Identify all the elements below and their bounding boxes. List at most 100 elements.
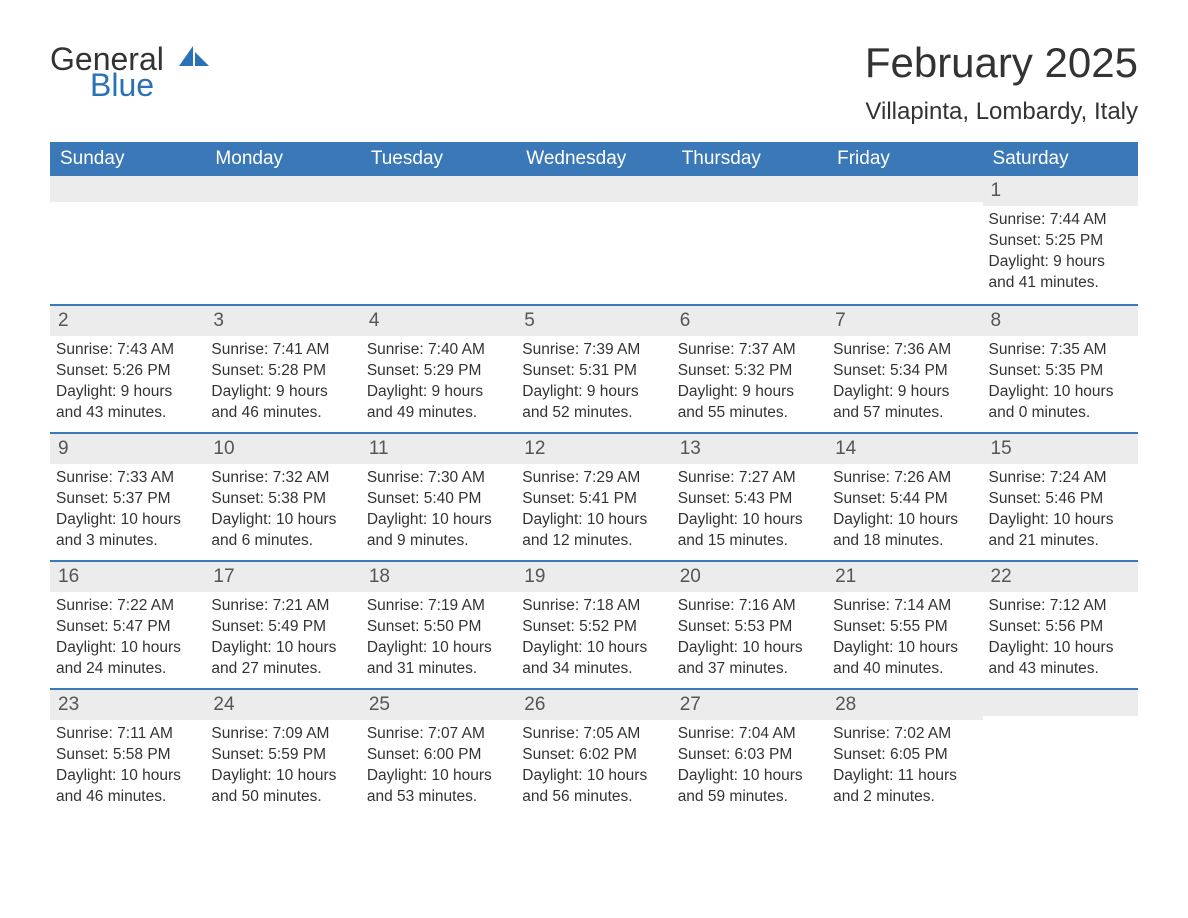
calendar-day-cell: 9Sunrise: 7:33 AMSunset: 5:37 PMDaylight… bbox=[50, 434, 205, 560]
day-number: 2 bbox=[50, 306, 205, 336]
calendar-day-cell: 5Sunrise: 7:39 AMSunset: 5:31 PMDaylight… bbox=[516, 306, 671, 432]
sunrise-text: Sunrise: 7:07 AM bbox=[367, 724, 510, 745]
sunset-text: Sunset: 5:56 PM bbox=[989, 617, 1132, 638]
calendar-day-cell: 19Sunrise: 7:18 AMSunset: 5:52 PMDayligh… bbox=[516, 562, 671, 688]
weekday-header: Wednesday bbox=[516, 142, 671, 176]
daylight-text: Daylight: 9 hours and 57 minutes. bbox=[833, 382, 976, 424]
sunset-text: Sunset: 6:03 PM bbox=[678, 745, 821, 766]
daylight-text: Daylight: 10 hours and 53 minutes. bbox=[367, 766, 510, 808]
calendar-day-cell: 12Sunrise: 7:29 AMSunset: 5:41 PMDayligh… bbox=[516, 434, 671, 560]
sunrise-text: Sunrise: 7:16 AM bbox=[678, 596, 821, 617]
daylight-text: Daylight: 10 hours and 59 minutes. bbox=[678, 766, 821, 808]
calendar-day-cell: 15Sunrise: 7:24 AMSunset: 5:46 PMDayligh… bbox=[983, 434, 1138, 560]
calendar-day-cell: 22 Sunrise: 7:12 AMSunset: 5:56 PMDayligh… bbox=[983, 562, 1138, 688]
daylight-text: Daylight: 9 hours and 49 minutes. bbox=[367, 382, 510, 424]
day-number: 12 bbox=[516, 434, 671, 464]
day-number: 1 bbox=[983, 176, 1138, 206]
daylight-text: Daylight: 10 hours and 37 minutes. bbox=[678, 638, 821, 680]
calendar-day-cell: 16Sunrise: 7:22 AMSunset: 5:47 PMDayligh… bbox=[50, 562, 205, 688]
sunrise-text: Sunrise: 7:19 AM bbox=[367, 596, 510, 617]
calendar-day-cell: 25Sunrise: 7:07 AMSunset: 6:00 PMDayligh… bbox=[361, 690, 516, 816]
daylight-text: Daylight: 10 hours and 50 minutes. bbox=[211, 766, 354, 808]
sunset-text: Sunset: 5:31 PM bbox=[522, 361, 665, 382]
sunset-text: Sunset: 6:05 PM bbox=[833, 745, 976, 766]
sunset-text: Sunset: 5:59 PM bbox=[211, 745, 354, 766]
daylight-text: Daylight: 10 hours and 24 minutes. bbox=[56, 638, 199, 680]
day-number: 8 bbox=[983, 306, 1138, 336]
sunset-text: Sunset: 5:43 PM bbox=[678, 489, 821, 510]
sunset-text: Sunset: 5:44 PM bbox=[833, 489, 976, 510]
sunrise-text: Sunrise: 7:40 AM bbox=[367, 340, 510, 361]
calendar-day-cell: 13Sunrise: 7:27 AMSunset: 5:43 PMDayligh… bbox=[672, 434, 827, 560]
sunrise-text: Sunrise: 7:41 AM bbox=[211, 340, 354, 361]
title-block: February 2025 Villapinta, Lombardy, Ital… bbox=[865, 40, 1138, 136]
sunset-text: Sunset: 5:28 PM bbox=[211, 361, 354, 382]
calendar-day-cell: 6Sunrise: 7:37 AMSunset: 5:32 PMDaylight… bbox=[672, 306, 827, 432]
weekday-header: Friday bbox=[827, 142, 982, 176]
sunset-text: Sunset: 5:53 PM bbox=[678, 617, 821, 638]
calendar-grid: 1Sunrise: 7:44 AMSunset: 5:25 PMDaylight… bbox=[50, 176, 1138, 816]
daylight-text: Daylight: 10 hours and 43 minutes. bbox=[989, 638, 1132, 680]
calendar-week: 2 Sunrise: 7:43 AMSunset: 5:26 PM Daylight… bbox=[50, 304, 1138, 432]
sunset-text: Sunset: 5:26 PM bbox=[56, 361, 199, 382]
daylight-text: Daylight: 9 hours and 41 minutes. bbox=[989, 252, 1132, 294]
sunset-text: Sunset: 5:40 PM bbox=[367, 489, 510, 510]
brand-logo: General Blue bbox=[50, 40, 209, 101]
day-number: 23 bbox=[50, 690, 205, 720]
sunset-text: Sunset: 5:35 PM bbox=[989, 361, 1132, 382]
calendar-day-cell: 18Sunrise: 7:19 AMSunset: 5:50 PMDayligh… bbox=[361, 562, 516, 688]
sunset-text: Sunset: 5:49 PM bbox=[211, 617, 354, 638]
day-number: 22 bbox=[983, 562, 1138, 592]
day-number: 28 bbox=[827, 690, 982, 720]
calendar-week: 23Sunrise: 7:11 AMSunset: 5:58 PMDayligh… bbox=[50, 688, 1138, 816]
day-number bbox=[361, 176, 516, 202]
daylight-text: Daylight: 11 hours and 2 minutes. bbox=[833, 766, 976, 808]
sunset-text: Sunset: 5:38 PM bbox=[211, 489, 354, 510]
calendar-day-cell: 14Sunrise: 7:26 AMSunset: 5:44 PMDayligh… bbox=[827, 434, 982, 560]
sunset-text: Sunset: 5:52 PM bbox=[522, 617, 665, 638]
weekday-header: Thursday bbox=[672, 142, 827, 176]
day-number: 17 bbox=[205, 562, 360, 592]
sunrise-text: Sunrise: 7:43 AM bbox=[56, 340, 199, 361]
calendar-day-cell: 27 Sunrise: 7:04 AMSunset: 6:03 PMDayligh… bbox=[672, 690, 827, 816]
daylight-text: Daylight: 10 hours and 9 minutes. bbox=[367, 510, 510, 552]
sunset-text: Sunset: 5:55 PM bbox=[833, 617, 976, 638]
calendar-day-cell: 20Sunrise: 7:16 AMSunset: 5:53 PMDayligh… bbox=[672, 562, 827, 688]
sunset-text: Sunset: 5:58 PM bbox=[56, 745, 199, 766]
day-number: 18 bbox=[361, 562, 516, 592]
day-number: 27 bbox=[672, 690, 827, 720]
day-number: 4 bbox=[361, 306, 516, 336]
sunrise-text: Sunrise: 7:33 AM bbox=[56, 468, 199, 489]
sunrise-text: Sunrise: 7:27 AM bbox=[678, 468, 821, 489]
calendar-day-cell bbox=[672, 176, 827, 304]
calendar-page: General Blue February 2025 Villapinta, L… bbox=[0, 0, 1188, 846]
sunrise-text: Sunrise: 7:09 AM bbox=[211, 724, 354, 745]
daylight-text: Daylight: 10 hours and 0 minutes. bbox=[989, 382, 1132, 424]
sunrise-text: Sunrise: 7:04 AM bbox=[678, 724, 821, 745]
sunset-text: Sunset: 5:41 PM bbox=[522, 489, 665, 510]
brand-line2: Blue bbox=[90, 69, 209, 101]
sunset-text: Sunset: 5:46 PM bbox=[989, 489, 1132, 510]
sunrise-text: Sunrise: 7:44 AM bbox=[989, 210, 1132, 231]
calendar-day-cell: 4Sunrise: 7:40 AMSunset: 5:29 PMDaylight… bbox=[361, 306, 516, 432]
calendar-day-cell: 3Sunrise: 7:41 AMSunset: 5:28 PMDaylight… bbox=[205, 306, 360, 432]
weekday-header: Monday bbox=[205, 142, 360, 176]
day-number: 10 bbox=[205, 434, 360, 464]
day-number bbox=[983, 690, 1138, 716]
sunrise-text: Sunrise: 7:35 AM bbox=[989, 340, 1132, 361]
sunrise-text: Sunrise: 7:36 AM bbox=[833, 340, 976, 361]
sunrise-text: Sunrise: 7:02 AM bbox=[833, 724, 976, 745]
calendar-day-cell: 7Sunrise: 7:36 AMSunset: 5:34 PMDaylight… bbox=[827, 306, 982, 432]
sunrise-text: Sunrise: 7:30 AM bbox=[367, 468, 510, 489]
sunset-text: Sunset: 6:02 PM bbox=[522, 745, 665, 766]
calendar-day-cell: 8 Sunrise: 7:35 AMSunset: 5:35 PMDaylight… bbox=[983, 306, 1138, 432]
calendar-week: 9Sunrise: 7:33 AMSunset: 5:37 PMDaylight… bbox=[50, 432, 1138, 560]
header-row: General Blue February 2025 Villapinta, L… bbox=[50, 40, 1138, 136]
daylight-text: Daylight: 10 hours and 15 minutes. bbox=[678, 510, 821, 552]
sunset-text: Sunset: 5:47 PM bbox=[56, 617, 199, 638]
sunset-text: Sunset: 5:50 PM bbox=[367, 617, 510, 638]
location-label: Villapinta, Lombardy, Italy bbox=[865, 98, 1138, 126]
sunset-text: Sunset: 5:32 PM bbox=[678, 361, 821, 382]
weekday-header: Tuesday bbox=[361, 142, 516, 176]
sunrise-text: Sunrise: 7:12 AM bbox=[989, 596, 1132, 617]
